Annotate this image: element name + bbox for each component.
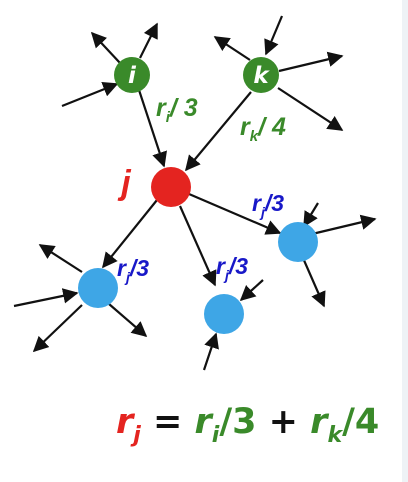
eq-equals: = — [141, 402, 195, 442]
eq-t1-frac: /3 — [219, 402, 256, 442]
node-j-label: j — [117, 164, 132, 202]
eq-plus: + — [256, 402, 310, 442]
arrow-into-mid-lower — [202, 332, 219, 371]
edge-strip — [402, 0, 408, 482]
arrow-k-out-downright — [277, 87, 344, 131]
node-i-circle — [114, 57, 150, 93]
arrow-k-out-upleft — [213, 36, 251, 61]
eq-lhs-var: r — [116, 402, 136, 442]
arrow-into-i — [61, 81, 119, 108]
eq-t2-var: r — [310, 402, 330, 442]
arrow-left-out-downleft — [32, 304, 83, 353]
arrow-j-to-mid — [178, 205, 217, 287]
eq-t1-var: r — [195, 402, 215, 442]
arrow-into-left — [13, 288, 79, 308]
node-k: k — [243, 57, 279, 93]
arrow-right-out-down — [301, 257, 326, 308]
node-out-left — [78, 268, 118, 308]
arrow-j-to-left — [102, 199, 158, 269]
node-out-right — [278, 222, 318, 262]
label-rj-over-3-left: rj/3 — [117, 255, 149, 285]
arrow-i-out-up — [139, 22, 158, 59]
arrow-left-out-upleft — [38, 244, 83, 273]
arrows — [13, 15, 377, 371]
arrow-into-right — [303, 202, 319, 228]
arrow-k-to-j — [185, 91, 252, 172]
node-j: j — [117, 164, 191, 207]
arrow-left-out-downright — [108, 303, 148, 338]
arrow-right-out-right — [311, 214, 377, 236]
label-rk-over-4: rk/ 4 — [240, 113, 286, 145]
node-k-circle — [243, 57, 279, 93]
eq-lhs-sub: j — [130, 423, 141, 448]
arrow-k-out-right — [278, 51, 344, 73]
equation: rj = ri/3 + rk/4 — [116, 402, 379, 448]
eq-t1-sub: i — [212, 423, 220, 448]
node-out-mid — [204, 294, 244, 334]
arrow-i-out-upleft — [90, 31, 121, 64]
arrow-j-to-right — [188, 192, 282, 235]
node-j-circle — [151, 167, 191, 207]
node-i-label: i — [128, 63, 137, 89]
label-rj-over-3-right: rj/3 — [252, 190, 284, 220]
arrow-into-mid-upper — [239, 279, 264, 302]
eq-t2-frac: /4 — [342, 402, 379, 442]
arrow-into-k — [264, 15, 284, 56]
label-rj-over-3-mid: rj/3 — [216, 253, 248, 283]
node-k-label: k — [253, 63, 270, 89]
arrow-i-to-j — [137, 89, 167, 168]
eq-t2-sub: k — [327, 423, 343, 448]
label-ri-over-3: ri/ 3 — [156, 94, 198, 126]
node-i: i — [114, 57, 150, 93]
